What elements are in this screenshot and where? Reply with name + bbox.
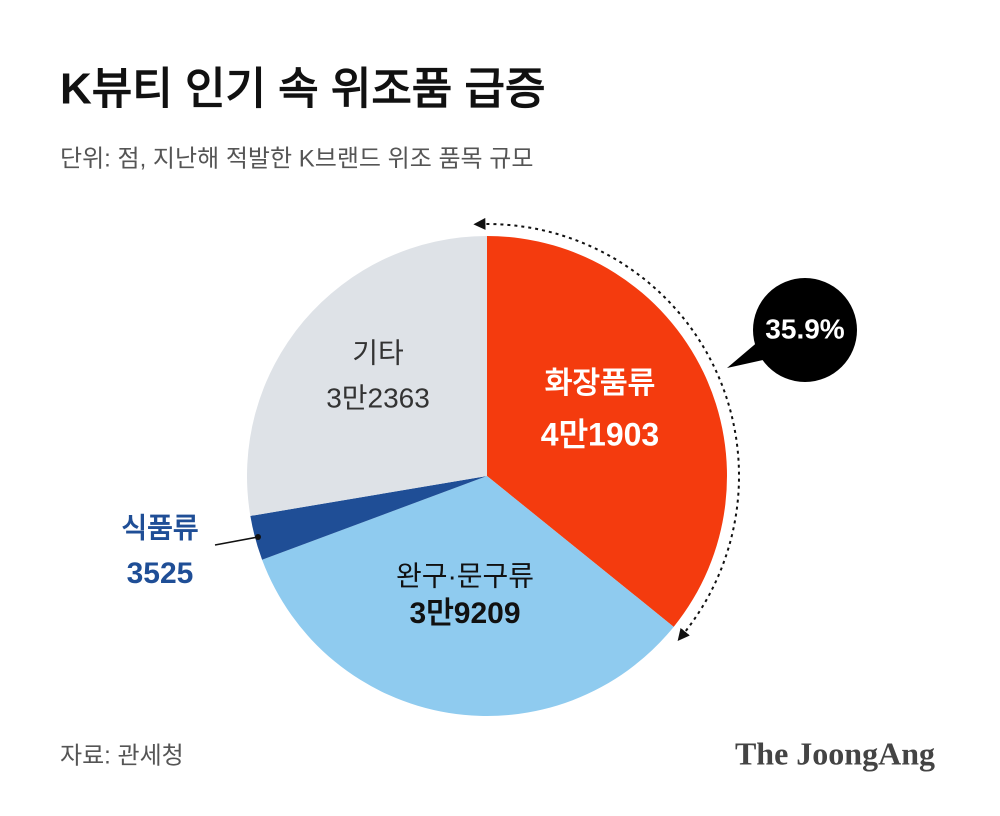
annotation: 35.9% — [765, 313, 844, 344]
pie — [246, 236, 728, 716]
source: 자료: 관세청 — [60, 742, 184, 769]
slice-label: 화장품류 — [545, 367, 655, 400]
value-label: 4만1903 — [541, 416, 659, 452]
chart-title: K뷰티 인기 속 위조품 급증 — [60, 65, 545, 114]
value-label: 3525 — [127, 557, 194, 590]
callout — [753, 278, 857, 382]
pie-slice — [262, 476, 674, 716]
leader-dot — [255, 534, 261, 540]
leader-line — [214, 536, 259, 546]
pie-slice — [246, 236, 487, 516]
slice-label: 식품류 — [121, 512, 198, 543]
value-label: 3만9209 — [409, 597, 520, 630]
value-label: 3만2363 — [326, 382, 430, 413]
brand: The JoongAng — [735, 735, 935, 771]
slice-label: 기타 — [352, 337, 404, 368]
slice-label: 완구·문구류 — [396, 560, 534, 591]
pie-slice — [250, 476, 487, 560]
highlight-arc — [473, 217, 740, 641]
chart-subtitle: 단위: 점, 지난해 적발한 K브랜드 위조 품목 규모 — [60, 145, 533, 172]
